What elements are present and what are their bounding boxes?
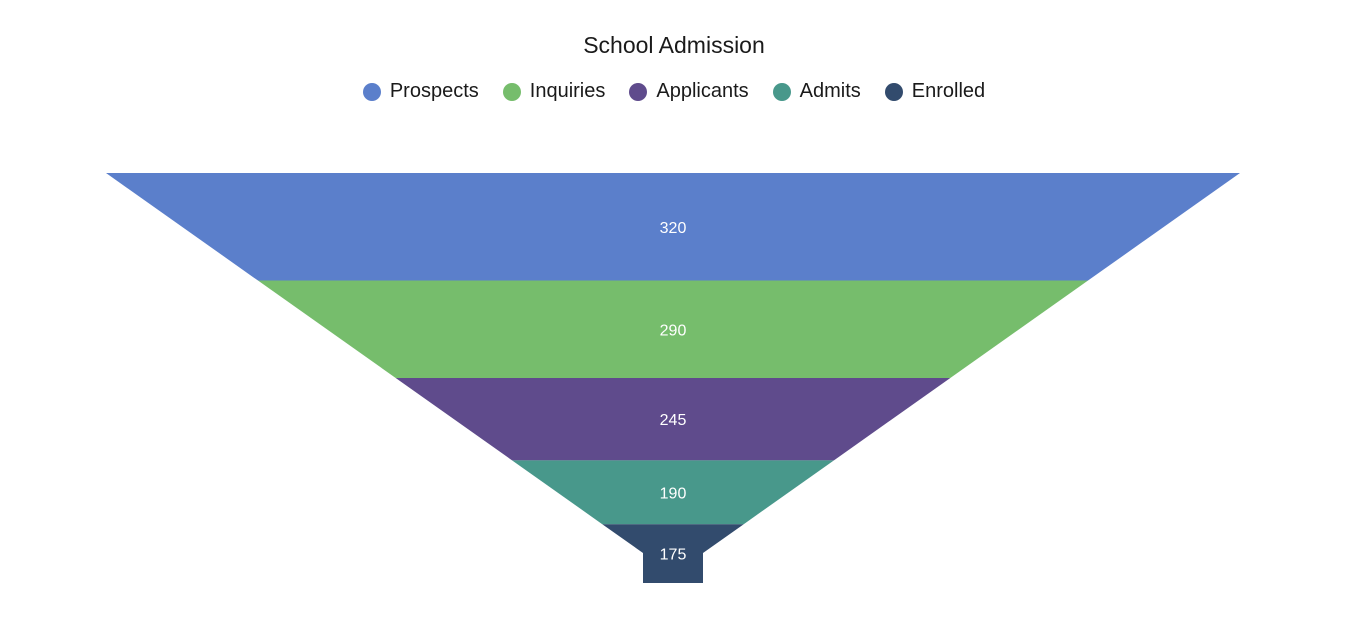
legend-swatch-admits	[772, 82, 791, 101]
legend-item-inquiries[interactable]: Inquiries	[502, 80, 606, 103]
legend-item-enrolled[interactable]: Enrolled	[884, 80, 986, 103]
legend-label-enrolled: Enrolled	[911, 80, 986, 102]
data-label-admits: 190	[660, 485, 687, 502]
legend: Prospects Inquiries Applicants Admits En…	[0, 80, 1348, 103]
legend-item-admits[interactable]: Admits	[772, 80, 861, 103]
funnel-segment-inquiries[interactable]	[257, 280, 1089, 378]
legend-label-prospects: Prospects	[389, 80, 479, 102]
legend-swatch-enrolled	[884, 82, 903, 101]
funnel-segment-enrolled[interactable]	[602, 524, 744, 583]
legend-label-inquiries: Inquiries	[529, 80, 606, 102]
data-label-prospects: 320	[660, 220, 687, 237]
legend-swatch-inquiries	[502, 82, 521, 101]
legend-item-prospects[interactable]: Prospects	[362, 80, 479, 103]
funnel-segment-prospects[interactable]	[106, 173, 1240, 281]
legend-label-applicants: Applicants	[656, 80, 749, 102]
data-label-enrolled: 175	[660, 547, 687, 564]
funnel-segment-admits[interactable]	[512, 460, 834, 525]
funnel-segment-applicants[interactable]	[395, 378, 951, 461]
data-label-applicants: 245	[660, 412, 687, 429]
legend-label-admits: Admits	[799, 80, 861, 102]
legend-item-applicants[interactable]: Applicants	[629, 80, 749, 103]
legend-swatch-applicants	[629, 82, 648, 101]
data-label-inquiries: 290	[660, 322, 687, 339]
legend-swatch-prospects	[362, 82, 381, 101]
chart-title: School Admission	[583, 32, 765, 58]
